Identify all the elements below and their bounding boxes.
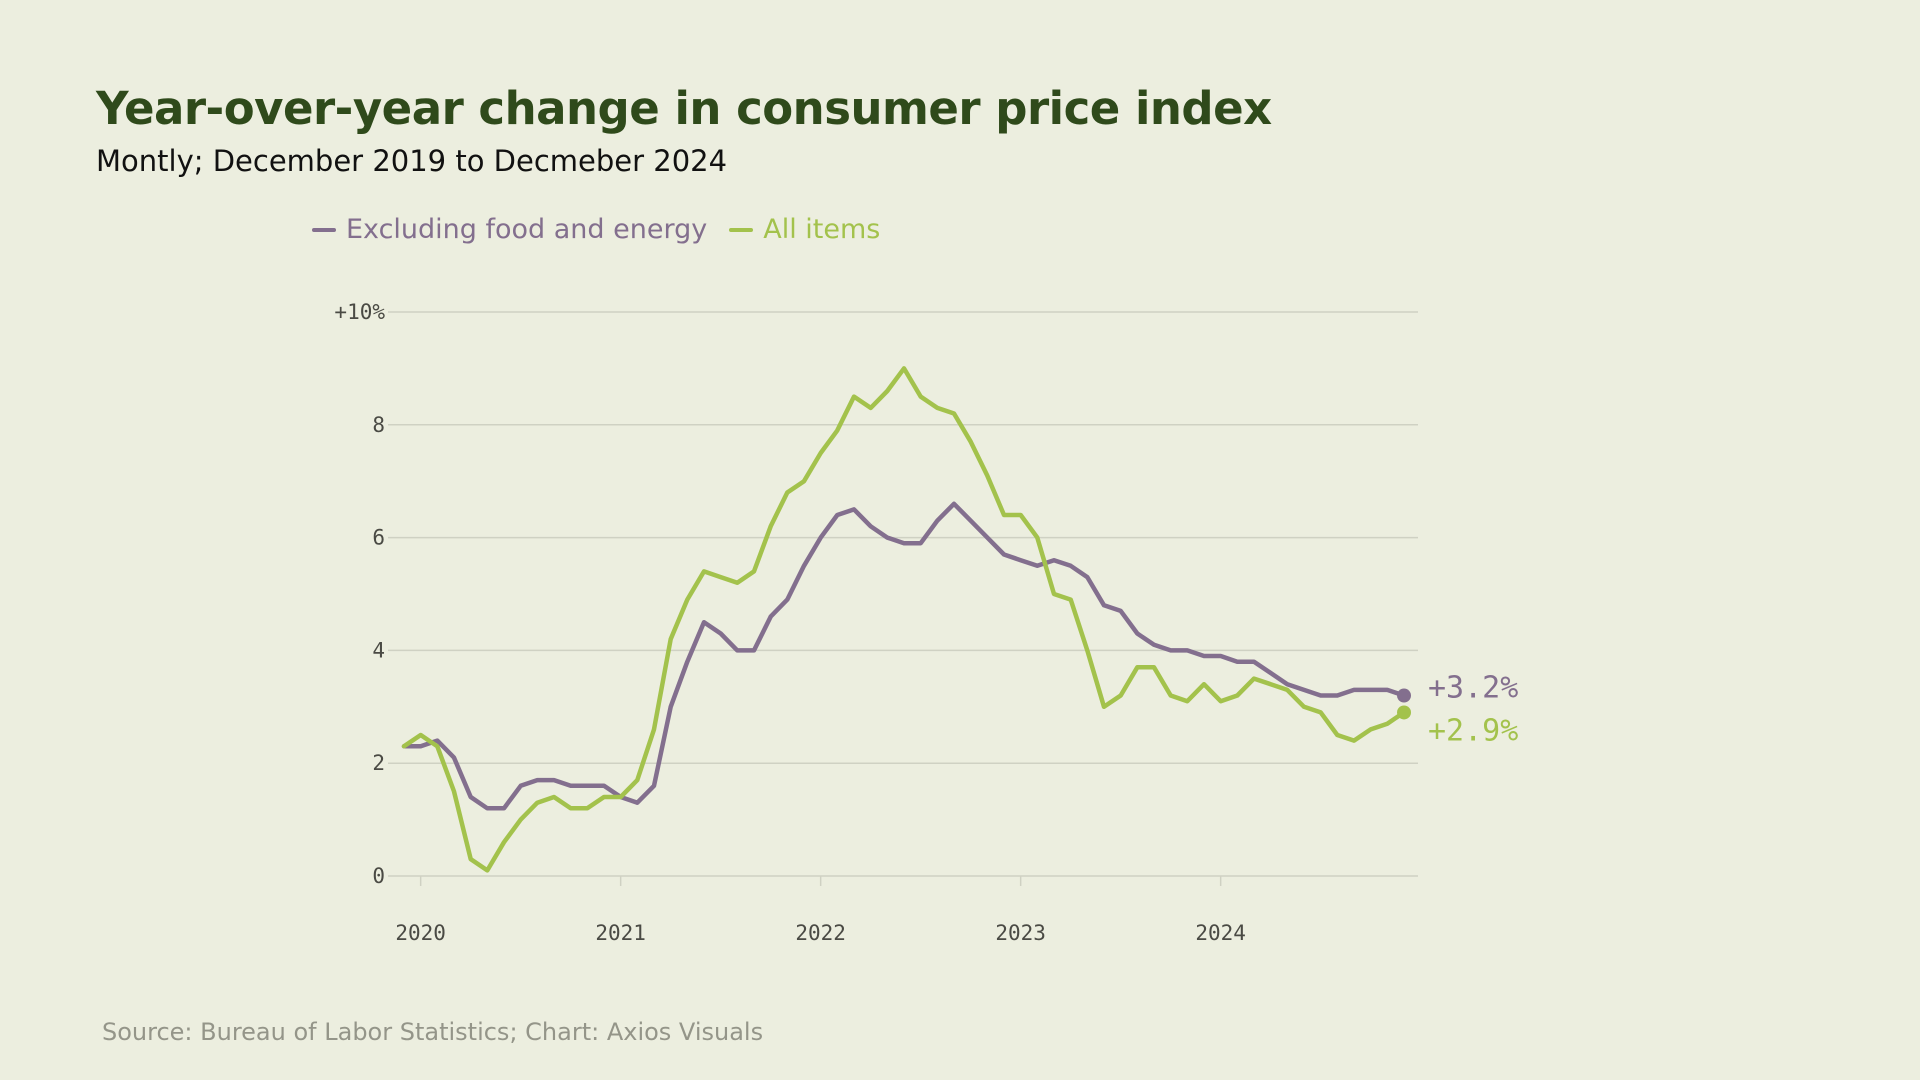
series-line-0	[401, 501, 1407, 811]
y-tick-label: 2	[372, 751, 385, 775]
chart-title: Year-over-year change in consumer price …	[96, 82, 1272, 135]
series-end-point-1	[1397, 705, 1411, 720]
series-line-1	[401, 366, 1407, 873]
x-tick-label: 2024	[1195, 921, 1246, 945]
legend: Excluding food and energy All items	[312, 214, 902, 245]
legend-item-all-items: All items	[729, 214, 880, 245]
grid-layer	[388, 311, 1418, 877]
series-end-label-1: +2.9%	[1428, 713, 1518, 748]
label-layer: +3.2% +2.9%	[1428, 671, 1518, 749]
y-tick-label: 4	[372, 638, 385, 662]
legend-label-core: Excluding food and energy	[346, 214, 708, 245]
y-tick-label: 6	[372, 526, 385, 550]
y-tick-label: 0	[372, 864, 385, 888]
legend-label-all-items: All items	[763, 214, 881, 245]
legend-swatch-all-items	[729, 227, 754, 232]
y-tick-label: 8	[372, 413, 385, 437]
x-tick-label: 2023	[995, 921, 1046, 945]
legend-swatch-core	[312, 227, 336, 232]
source-note: Source: Bureau of Labor Statistics; Char…	[102, 1018, 764, 1046]
axis-layer: 0 2 4 6 8 +10% 2020 2021 2022 2023 2024	[334, 300, 1246, 945]
series-end-point-0	[1397, 688, 1411, 703]
series-end-label-0: +3.2%	[1428, 671, 1518, 706]
legend-item-core: Excluding food and energy	[312, 214, 707, 245]
x-tick-label: 2022	[795, 921, 846, 945]
x-tick-label: 2020	[395, 921, 446, 945]
x-tick-label: 2021	[595, 921, 646, 945]
chart-subtitle: Montly; December 2019 to Decmeber 2024	[96, 144, 728, 178]
series-layer	[401, 366, 1411, 873]
y-tick-label: +10%	[334, 300, 385, 324]
